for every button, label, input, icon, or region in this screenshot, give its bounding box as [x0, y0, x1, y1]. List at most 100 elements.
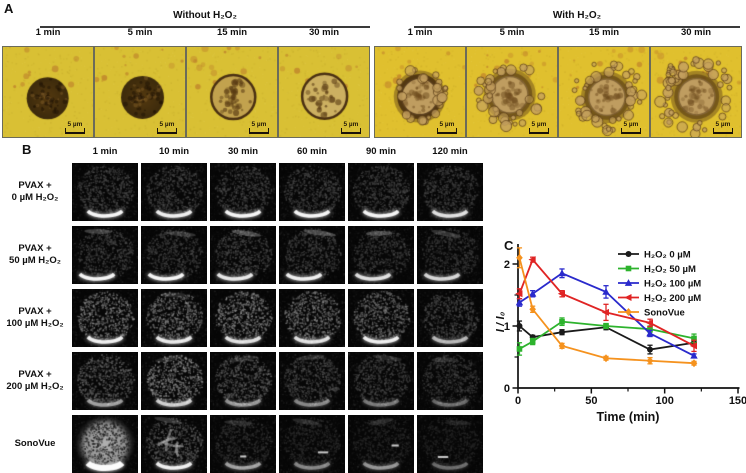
time-label: 5 min	[499, 27, 525, 38]
panel-b: B	[0, 140, 500, 469]
microscopy-image	[186, 46, 278, 138]
microscopy-image	[2, 46, 94, 138]
column-header: 60 min	[296, 146, 328, 157]
microscopy-image	[466, 46, 558, 138]
y-axis-label: I / I₀	[496, 311, 507, 332]
legend-item: H₂O₂ 200 µM	[618, 293, 701, 304]
microscopy-image-strip: 5 µm 5 µm 5 µm 5 µm 5 µm 5 µm 5 µm 5 µm	[0, 0, 746, 140]
column-header: 30 min	[227, 146, 259, 157]
legend-label: H₂O₂ 50 µM	[644, 264, 696, 275]
scale-bar: 5 µm	[338, 121, 364, 134]
group-title: Without H₂O₂	[173, 10, 237, 21]
ultrasound-image	[210, 289, 276, 347]
ultrasound-image	[141, 352, 207, 410]
scale-bar-label: 5 µm	[531, 121, 547, 128]
scale-bar-label: 5 µm	[715, 121, 731, 128]
time-label: 1 min	[35, 27, 61, 38]
ultrasound-image	[210, 226, 276, 284]
ultrasound-image	[348, 415, 414, 473]
ultrasound-image	[141, 226, 207, 284]
panel-c: C 0 50 100 150 0 1 2 Time (min) I / I₀ H₂O₂ 0 µM H…	[496, 232, 746, 469]
ultrasound-image	[417, 352, 483, 410]
scale-bar-label: 5 µm	[623, 121, 639, 128]
ultrasound-image	[417, 415, 483, 473]
scale-bar: 5 µm	[246, 121, 272, 134]
row-label: PVAX + 200 µM H₂O₂	[6, 369, 64, 392]
microscopy-image	[374, 46, 466, 138]
scale-bar-line	[341, 128, 361, 134]
ultrasound-image	[141, 163, 207, 221]
scale-bar: 5 µm	[434, 121, 460, 134]
scale-bar: 5 µm	[154, 121, 180, 134]
scale-bar-line	[249, 128, 269, 134]
ultrasound-image	[279, 352, 345, 410]
ultrasound-image	[348, 289, 414, 347]
scale-bar: 5 µm	[618, 121, 644, 134]
scale-bar-line	[157, 128, 177, 134]
svg-text:0: 0	[515, 395, 521, 407]
ultrasound-image	[348, 352, 414, 410]
legend-item: H₂O₂ 0 µM	[618, 250, 691, 261]
microscopy-image	[558, 46, 650, 138]
legend-label: H₂O₂ 0 µM	[644, 250, 691, 261]
microscopy-image	[278, 46, 370, 138]
panel-a: A Without H₂O₂ With H₂O₂ 1 min 5 min 15 …	[0, 0, 746, 140]
ultrasound-image	[348, 163, 414, 221]
column-header: 1 min	[92, 146, 118, 157]
scale-bar-label: 5 µm	[67, 121, 83, 128]
ultrasound-image	[210, 163, 276, 221]
ultrasound-image	[72, 415, 138, 473]
panel-a-label: A	[4, 1, 14, 16]
microscopy-image	[650, 46, 742, 138]
time-label: 15 min	[216, 27, 248, 38]
row-label: PVAX + 0 µM H₂O₂	[11, 180, 59, 203]
ultrasound-image	[417, 226, 483, 284]
series-H₂O₂ 100 µM	[515, 268, 698, 359]
svg-text:150: 150	[729, 395, 746, 407]
scale-bar: 5 µm	[710, 121, 736, 134]
ultrasound-image	[141, 289, 207, 347]
legend-item: H₂O₂ 50 µM	[618, 264, 696, 275]
ultrasound-image	[72, 352, 138, 410]
ultrasound-image	[210, 415, 276, 473]
svg-text:0: 0	[504, 383, 510, 395]
ultrasound-image	[279, 163, 345, 221]
time-label: 30 min	[680, 27, 712, 38]
group-header-without: Without H₂O₂	[40, 10, 370, 28]
row-label: SonoVue	[14, 438, 56, 449]
ultrasound-image	[141, 415, 207, 473]
legend-label: H₂O₂ 100 µM	[644, 279, 701, 290]
ultrasound-image	[279, 415, 345, 473]
ultrasound-image	[72, 226, 138, 284]
svg-text:50: 50	[585, 395, 597, 407]
series-H₂O₂ 200 µM	[515, 256, 697, 353]
group-title: With H₂O₂	[552, 10, 602, 21]
panel-c-label: C	[504, 238, 514, 253]
scale-bar-line	[713, 128, 733, 134]
scale-bar-line	[65, 128, 85, 134]
legend-label: H₂O₂ 200 µM	[644, 293, 701, 304]
time-label: 30 min	[308, 27, 340, 38]
panel-b-label: B	[22, 142, 32, 157]
column-header: 90 min	[365, 146, 397, 157]
time-label: 15 min	[588, 27, 620, 38]
ultrasound-image	[72, 289, 138, 347]
ultrasound-image	[279, 226, 345, 284]
time-label: 1 min	[407, 27, 433, 38]
scale-bar-label: 5 µm	[251, 121, 267, 128]
scale-bar: 5 µm	[62, 121, 88, 134]
scale-bar-label: 5 µm	[159, 121, 175, 128]
scale-bar-line	[529, 128, 549, 134]
series-H₂O₂ 50 µM	[516, 317, 697, 356]
group-header-with: With H₂O₂	[414, 10, 740, 28]
scale-bar-line	[621, 128, 641, 134]
legend-label: SonoVue	[644, 308, 685, 319]
scale-bar: 5 µm	[526, 121, 552, 134]
ultrasound-image	[348, 226, 414, 284]
column-header: 10 min	[158, 146, 190, 157]
row-label: PVAX + 50 µM H₂O₂	[9, 243, 61, 266]
svg-text:100: 100	[655, 395, 673, 407]
microscopy-image	[94, 46, 186, 138]
ultrasound-image	[417, 289, 483, 347]
